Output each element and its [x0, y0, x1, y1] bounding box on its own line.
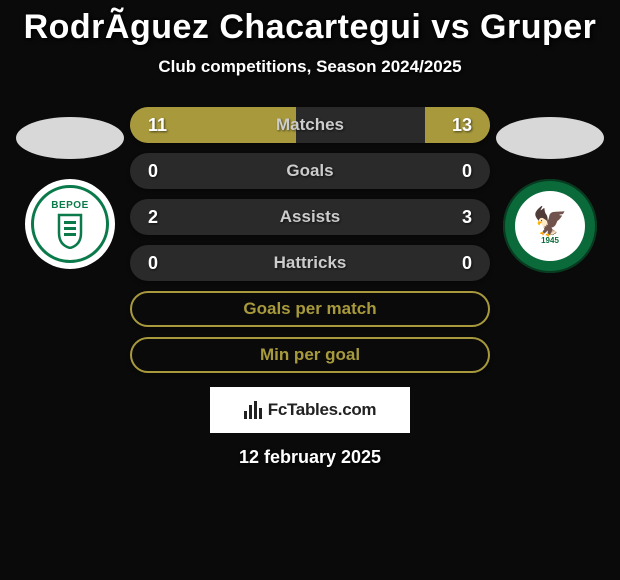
shield-icon [55, 213, 85, 249]
date-line: 12 february 2025 [0, 447, 620, 468]
stat-label: Assists [280, 207, 340, 227]
stat-row: 2 Assists 3 [130, 199, 490, 235]
stat-row: Min per goal [130, 337, 490, 373]
bar-chart-icon [244, 401, 262, 419]
eagle-icon: 🦅 [533, 208, 568, 236]
left-club-name: BEPOE [51, 200, 89, 211]
left-player-column: BEPOE [10, 107, 130, 269]
stat-label: Hattricks [274, 253, 347, 273]
stat-right-value: 0 [442, 253, 472, 274]
right-player-avatar [496, 117, 604, 159]
stat-left-value: 11 [148, 115, 178, 136]
right-player-column: 🦅 1945 [490, 107, 610, 273]
stat-label: Goals per match [243, 299, 376, 319]
stat-right-value: 0 [442, 161, 472, 182]
stat-row: Goals per match [130, 291, 490, 327]
right-club-badge-inner: 🦅 1945 [515, 191, 585, 261]
stats-column: 11 Matches 13 0 Goals 0 2 Assists 3 0 Hattricks 0 Go… [130, 107, 490, 373]
stat-right-value: 3 [442, 207, 472, 228]
stat-row: 11 Matches 13 [130, 107, 490, 143]
stat-label: Goals [286, 161, 333, 181]
fctables-label: FcTables.com [268, 400, 377, 420]
stat-label: Matches [276, 115, 344, 135]
stat-row: 0 Goals 0 [130, 153, 490, 189]
left-club-badge: BEPOE [25, 179, 115, 269]
page-title: RodrÃ­guez Chacartegui vs Gruper [0, 8, 620, 47]
right-club-year: 1945 [541, 236, 559, 245]
subtitle: Club competitions, Season 2024/2025 [0, 57, 620, 77]
left-club-badge-inner: BEPOE [31, 185, 109, 263]
stat-left-value: 0 [148, 253, 178, 274]
main-area: BEPOE 11 Matches 13 0 Goals 0 2 Assists 3 0 Hattri… [0, 107, 620, 373]
stat-left-value: 2 [148, 207, 178, 228]
stat-row: 0 Hattricks 0 [130, 245, 490, 281]
stat-left-value: 0 [148, 161, 178, 182]
stat-label: Min per goal [260, 345, 360, 365]
left-player-avatar [16, 117, 124, 159]
comparison-card: RodrÃ­guez Chacartegui vs Gruper Club co… [0, 0, 620, 580]
stat-right-value: 13 [442, 115, 472, 136]
fctables-attribution[interactable]: FcTables.com [210, 387, 410, 433]
right-club-badge: 🦅 1945 [503, 179, 597, 273]
